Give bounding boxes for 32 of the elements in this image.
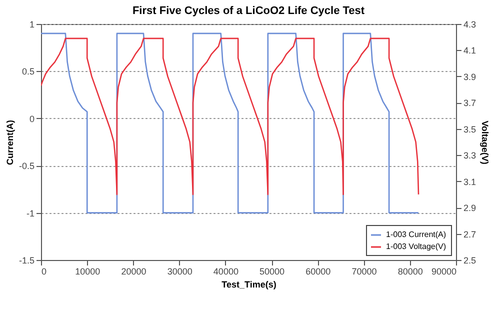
- x-tick-label: 0: [42, 266, 47, 276]
- y2-tick-label: 3.9: [464, 72, 476, 82]
- x-axis-title: Test_Time(s): [222, 280, 276, 290]
- x-tick-label: 30000: [167, 266, 192, 276]
- y-tick-label: -1: [26, 208, 34, 218]
- legend-label: 1-003 Current(A): [386, 230, 446, 239]
- y-tick-label: 1: [29, 20, 34, 30]
- x-tick-label: 40000: [213, 266, 238, 276]
- x-tick-label: 70000: [352, 266, 377, 276]
- x-tick-label: 60000: [306, 266, 331, 276]
- x-tick-label: 20000: [121, 266, 146, 276]
- y-tick-label: 0.5: [22, 66, 34, 77]
- y-axis-title: Current(A): [4, 120, 15, 165]
- y-tick-label: -1.5: [18, 256, 34, 266]
- y2-tick-label: 2.9: [464, 203, 476, 214]
- x-tick-label: 10000: [75, 266, 100, 276]
- y2-tick-label: 3.1: [464, 176, 476, 187]
- y-tick-label: 0: [29, 114, 34, 124]
- chart-title: First Five Cycles of a LiCoO2 Life Cycle Test: [132, 5, 365, 17]
- x-tick-label: 50000: [260, 266, 285, 276]
- y2-axis-title: Voltage(V): [480, 120, 490, 164]
- x-tick-label: 90000: [431, 266, 456, 276]
- y2-tick-label: 4.1: [464, 46, 476, 56]
- y2-tick-label: 3.7: [464, 98, 476, 108]
- y2-tick-label: 2.5: [464, 256, 476, 266]
- x-tick-label: 80000: [398, 266, 423, 276]
- y2-tick-label: 3.5: [464, 124, 476, 134]
- y2-tick-label: 2.7: [464, 229, 476, 240]
- y-tick-label: -0.5: [18, 161, 34, 172]
- legend-label: 1-003 Voltage(V): [386, 242, 446, 251]
- y2-tick-label: 3.3: [464, 150, 476, 161]
- y2-tick-label: 4.3: [464, 20, 476, 30]
